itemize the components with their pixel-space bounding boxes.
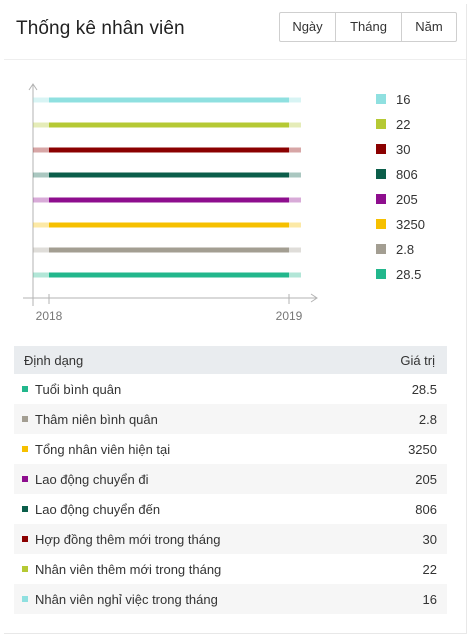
row-label-group: Thâm niên bình quân xyxy=(22,412,158,427)
tab-year[interactable]: Năm xyxy=(402,13,456,41)
row-value: 30 xyxy=(422,531,437,547)
header-divider xyxy=(4,59,466,60)
row-label-group: Lao động chuyển đi xyxy=(22,472,148,487)
legend-swatch-icon xyxy=(376,119,386,129)
x-tick-label: 2019 xyxy=(276,309,303,323)
series-line xyxy=(49,147,289,153)
line-chart: 2018 2019 xyxy=(23,83,318,323)
series-line xyxy=(49,172,289,178)
row-label: Nhân viên nghỉ việc trong tháng xyxy=(35,591,218,607)
row-label: Tuổi bình quân xyxy=(35,381,122,397)
legend-item[interactable]: 3250 xyxy=(376,216,425,232)
legend-swatch-icon xyxy=(376,94,386,104)
color-dot-icon xyxy=(22,416,28,422)
header-value: Giá trị xyxy=(400,352,435,368)
color-dot-icon xyxy=(22,536,28,542)
legend-item[interactable]: 22 xyxy=(376,116,411,132)
tab-month[interactable]: Tháng xyxy=(336,13,402,41)
legend-item[interactable]: 30 xyxy=(376,141,411,157)
legend-label: 30 xyxy=(396,141,411,157)
color-dot-icon xyxy=(22,596,28,602)
page-title: Thống kê nhân viên xyxy=(16,18,185,39)
color-dot-icon xyxy=(22,476,28,482)
legend-swatch-icon xyxy=(376,244,386,254)
series-line xyxy=(49,247,289,253)
row-label-group: Tuổi bình quân xyxy=(22,382,121,397)
row-label-group: Nhân viên nghỉ việc trong tháng xyxy=(22,592,218,607)
x-axis-arrow-icon xyxy=(310,293,318,303)
legend-item[interactable]: 2.8 xyxy=(376,241,415,257)
row-label: Lao động chuyển đến xyxy=(35,501,161,517)
legend-swatch-icon xyxy=(376,194,386,204)
color-dot-icon xyxy=(22,446,28,452)
y-axis-arrow-icon xyxy=(28,83,38,91)
employee-stats-card: Thống kê nhân viên Ngày Tháng Năm 2018 20… xyxy=(4,4,467,634)
legend-label: 2.8 xyxy=(396,241,415,257)
row-value: 3250 xyxy=(408,441,437,457)
row-value: 806 xyxy=(415,501,437,517)
row-label-group: Tổng nhân viên hiện tại xyxy=(22,442,170,457)
legend-label: 205 xyxy=(396,191,418,207)
row-label: Lao động chuyển đi xyxy=(35,471,149,487)
table-row: Lao động chuyển đến 806 xyxy=(14,494,447,524)
color-dot-icon xyxy=(22,506,28,512)
table-row: Nhân viên nghỉ việc trong tháng 16 xyxy=(14,584,447,614)
legend-label: 16 xyxy=(396,91,411,107)
chart-area: 2018 2019 xyxy=(4,66,466,336)
table-header: Định dạng Giá trị xyxy=(14,346,447,374)
color-dot-icon xyxy=(22,386,28,392)
legend-item[interactable]: 205 xyxy=(376,191,418,207)
series-line xyxy=(49,272,289,278)
row-label-group: Nhân viên thêm mới trong tháng xyxy=(22,562,221,577)
series-line xyxy=(49,222,289,228)
table-body: Tuổi bình quân 28.5 Thâm niên bình quân 2.8… xyxy=(14,374,447,614)
series-line xyxy=(49,97,289,103)
row-value: 2.8 xyxy=(418,411,437,427)
header-format: Định dạng xyxy=(24,352,84,368)
legend-item[interactable]: 28.5 xyxy=(376,266,422,282)
series-line xyxy=(49,122,289,128)
legend-label: 22 xyxy=(396,116,411,132)
row-value: 16 xyxy=(422,591,437,607)
table-row: Hợp đồng thêm mới trong tháng 30 xyxy=(14,524,447,554)
row-value: 28.5 xyxy=(411,381,437,397)
table-row: Thâm niên bình quân 2.8 xyxy=(14,404,447,434)
legend-item[interactable]: 806 xyxy=(376,166,418,182)
legend-item[interactable]: 16 xyxy=(376,91,411,107)
table-row: Tuổi bình quân 28.5 xyxy=(14,374,447,404)
legend-swatch-icon xyxy=(376,269,386,279)
table-row: Nhân viên thêm mới trong tháng 22 xyxy=(14,554,447,584)
color-dot-icon xyxy=(22,566,28,572)
row-label: Tổng nhân viên hiện tại xyxy=(35,441,171,457)
table-row: Lao động chuyển đi 205 xyxy=(14,464,447,494)
x-tick-label: 2018 xyxy=(36,309,63,323)
row-label: Nhân viên thêm mới trong tháng xyxy=(35,561,222,577)
row-label: Hợp đồng thêm mới trong tháng xyxy=(35,531,221,547)
row-label-group: Hợp đồng thêm mới trong tháng xyxy=(22,532,220,547)
stats-table: Định dạng Giá trị Tuổi bình quân 28.5 Thâm… xyxy=(14,346,447,614)
legend-label: 806 xyxy=(396,166,418,182)
row-value: 22 xyxy=(422,561,437,577)
row-label-group: Lao động chuyển đến xyxy=(22,502,160,517)
legend-swatch-icon xyxy=(376,219,386,229)
legend-swatch-icon xyxy=(376,144,386,154)
tab-day[interactable]: Ngày xyxy=(280,13,336,41)
legend-label: 28.5 xyxy=(396,266,422,282)
table-row: Tổng nhân viên hiện tại 3250 xyxy=(14,434,447,464)
card-header: Thống kê nhân viên Ngày Tháng Năm xyxy=(4,4,466,60)
series-line xyxy=(49,197,289,203)
legend-label: 3250 xyxy=(396,216,425,232)
legend-swatch-icon xyxy=(376,169,386,179)
row-value: 205 xyxy=(415,471,437,487)
period-selector: Ngày Tháng Năm xyxy=(279,12,457,42)
row-label: Thâm niên bình quân xyxy=(35,411,158,427)
